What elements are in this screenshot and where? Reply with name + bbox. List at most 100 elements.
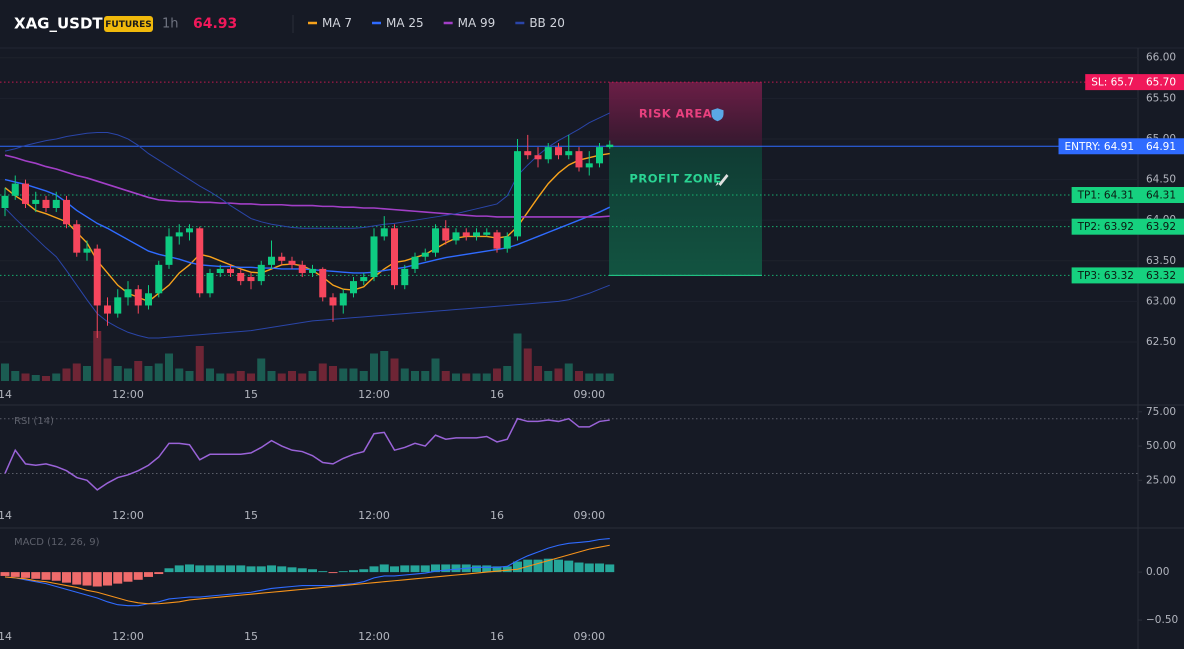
candle-body [11,183,19,196]
volume-bar [380,351,389,381]
volume-bar [523,348,532,381]
legend-label: BB 20 [529,16,565,30]
candle-body [421,252,429,257]
macd-histogram-bar [441,564,451,573]
badge: FUTURES [105,20,151,30]
macd-title: MACD (12, 26, 9) [14,537,100,548]
candle-body [585,163,593,168]
volume-bar [42,376,50,381]
volume-bar [124,368,132,381]
candle-body [555,147,562,156]
candle-body [42,199,50,209]
candle-body [411,256,419,269]
level-name-bg [1058,138,1138,155]
volume-bar [349,368,358,381]
rsi-title: RSI (14) [14,416,54,427]
candle-body [22,183,29,204]
macd-histogram-bar [154,572,164,575]
shield-icon [711,108,724,122]
x-tick-label: 16 [490,630,504,643]
rocket-icon [715,174,729,187]
candle-body [278,256,286,261]
zone-label: PROFIT ZONE [629,172,721,186]
macd-histogram-bar [400,565,410,573]
level-price: 64.31 [1146,190,1176,202]
volume-bar [93,331,102,381]
y-tick-label: 75.00 [1146,406,1176,418]
volume-bar [329,366,337,381]
candle-body [83,248,91,253]
macd-histogram-bar [482,565,492,573]
volume-bar [339,368,348,381]
x-tick-label: 09:00 [573,388,605,401]
volume-bar [1,363,9,381]
volume-bar [21,373,30,381]
volume-bar [564,363,573,381]
volume-bar [113,366,122,381]
volume-bar [575,371,583,381]
macd-histogram-bar [164,568,174,573]
macd-histogram-bar [246,566,256,573]
candle-body [32,199,40,204]
volume-bar [462,373,471,381]
macd-histogram-bar [144,572,153,577]
volume-bar [544,371,553,381]
macd-histogram-bar [62,572,71,583]
profit-zone [609,146,762,276]
macd-histogram-bar [492,566,502,573]
volume-bar [605,373,614,381]
macd-histogram-bar [513,561,522,573]
candle-body [391,228,398,286]
level-price-bg [1138,267,1184,284]
level-name: SL: 65.7 [1091,77,1134,89]
macd-histogram-bar [267,565,276,573]
macd-histogram-bar [359,569,369,573]
candle-body [319,268,327,298]
candle-body [596,147,603,164]
volume-bar [165,353,173,381]
volume-bar [493,368,501,381]
candle-body [309,268,316,273]
macd-histogram-bar [174,565,184,573]
macd-histogram-bar [256,566,266,573]
macd-histogram-bar [195,565,205,573]
macd-histogram-bar [82,572,92,586]
x-tick-label: 15 [244,509,258,522]
volume-bar [534,366,542,381]
volume-bar [308,371,317,381]
volume-bar [288,371,296,381]
macd-histogram-bar [236,565,246,573]
x-tick-label: 12:00 [112,388,144,401]
candle-body [196,228,204,294]
macd-histogram-bar [318,571,328,573]
candle-body [370,236,378,278]
y-tick-label: 66.00 [1146,52,1176,64]
candle-body [339,293,347,306]
y-tick-label: 64.50 [1146,174,1176,186]
level-price-bg [1138,187,1184,204]
macd-histogram-bar [472,565,481,573]
macd-histogram-bar [410,565,420,573]
y-tick-label: 62.50 [1146,336,1176,348]
candle-body [360,277,368,282]
macd-histogram-bar [297,568,307,573]
level-name-bg [1071,267,1138,284]
candle-body [288,260,296,265]
legend-label: MA 7 [322,16,352,30]
volume-bar [206,368,214,381]
candle-body [483,232,491,235]
level-price-bg [1138,138,1184,155]
candle-body [134,289,142,306]
volume-bar [431,358,440,381]
macd-histogram-bar [113,572,123,584]
volume-bar [370,353,378,381]
macd-histogram-bar [420,565,430,573]
volume-bar [359,371,368,381]
candle-body [380,228,388,237]
macd-histogram-bar [451,564,461,573]
volume-bar [400,368,409,381]
volume-bar [247,373,255,381]
legend-label: MA 25 [386,16,424,30]
